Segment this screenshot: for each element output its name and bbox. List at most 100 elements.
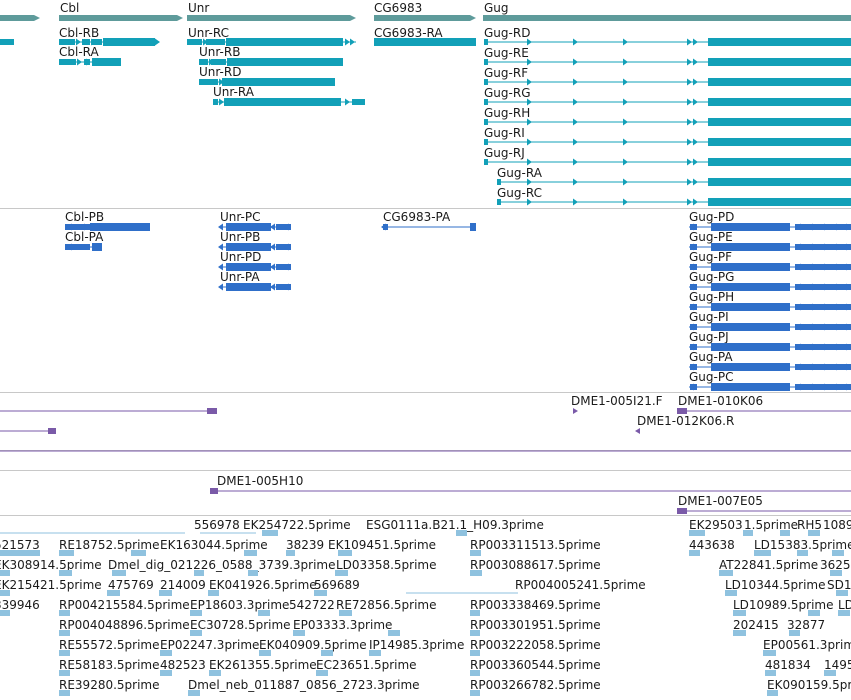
transcript-label[interactable]: Gug-RA	[497, 166, 542, 180]
est-label[interactable]: EK29503	[689, 518, 743, 532]
est-block[interactable]	[369, 650, 381, 656]
est-label[interactable]: LD10989.5prime	[733, 598, 834, 612]
strand-arrow[interactable]	[623, 198, 628, 206]
est-label[interactable]: 1.5prime	[382, 538, 437, 552]
exon-block[interactable]	[708, 78, 851, 86]
strand-arrow[interactable]	[800, 363, 805, 371]
strand-arrow[interactable]	[693, 243, 698, 251]
transcript-label[interactable]: Gug-RI	[484, 126, 525, 140]
transcript-label[interactable]: Gug-RD	[484, 26, 531, 40]
transcript-label[interactable]: Unr-PA	[220, 270, 260, 284]
est-block[interactable]	[59, 610, 70, 616]
strand-arrow[interactable]	[218, 283, 223, 291]
strand-arrow[interactable]	[693, 178, 698, 186]
exon-block[interactable]	[224, 98, 341, 106]
clone-end[interactable]	[48, 428, 56, 434]
transcript-label[interactable]: Gug-PA	[689, 350, 733, 364]
exon-block[interactable]	[795, 344, 851, 350]
strand-arrow[interactable]	[687, 138, 692, 146]
exon-block[interactable]	[187, 39, 202, 45]
exon-block[interactable]	[711, 323, 790, 331]
strand-arrow[interactable]	[824, 303, 829, 311]
strand-arrow[interactable]	[77, 58, 82, 66]
strand-arrow[interactable]	[219, 78, 224, 86]
est-block[interactable]	[0, 550, 40, 556]
strand-arrow[interactable]	[270, 263, 275, 271]
transcript-label[interactable]: Gug-PF	[689, 250, 732, 264]
strand-arrow[interactable]	[800, 243, 805, 251]
strand-arrow[interactable]	[573, 158, 578, 166]
strand-arrow[interactable]	[836, 263, 841, 271]
est-block[interactable]	[286, 550, 295, 556]
strand-arrow[interactable]	[812, 263, 817, 271]
est-block[interactable]	[470, 670, 480, 676]
exon-block[interactable]	[711, 263, 790, 271]
exon-block[interactable]	[497, 179, 501, 185]
strand-arrow[interactable]	[693, 38, 698, 46]
transcript-label[interactable]: Gug-PG	[689, 270, 735, 284]
strand-arrow[interactable]	[345, 38, 350, 46]
exon-block[interactable]	[226, 223, 271, 231]
est-label[interactable]: EK308914.5prime	[0, 558, 102, 572]
exon-block[interactable]	[0, 39, 14, 45]
est-block[interactable]	[248, 570, 258, 576]
exon-block[interactable]	[795, 384, 851, 390]
exon-block[interactable]	[484, 39, 488, 45]
strand-arrow[interactable]	[635, 428, 640, 434]
est-block[interactable]	[259, 650, 271, 656]
strand-arrow[interactable]	[824, 243, 829, 251]
est-label[interactable]: 475769	[108, 578, 154, 592]
exon-block[interactable]	[276, 244, 291, 250]
clone-end[interactable]	[210, 488, 218, 494]
est-block[interactable]	[188, 690, 200, 696]
exon-block[interactable]	[484, 159, 488, 165]
exon-block[interactable]	[227, 58, 343, 66]
clone-label[interactable]: DME1-010K06	[678, 394, 764, 408]
est-label[interactable]: 556978	[194, 518, 240, 532]
strand-arrow[interactable]	[527, 178, 532, 186]
est-block[interactable]	[789, 630, 800, 636]
exon-block[interactable]	[708, 98, 851, 106]
exon-block[interactable]	[65, 244, 90, 250]
strand-arrow[interactable]	[573, 138, 578, 146]
strand-arrow[interactable]	[693, 383, 698, 391]
strand-arrow[interactable]	[812, 363, 817, 371]
strand-arrow[interactable]	[824, 343, 829, 351]
strand-arrow[interactable]	[693, 263, 698, 271]
clone-end[interactable]	[677, 408, 687, 414]
est-label[interactable]: EK163044.5prime	[160, 538, 268, 552]
est-label[interactable]: SD1	[827, 578, 851, 592]
est-block[interactable]	[767, 690, 778, 696]
est-label[interactable]: RE55572.5prime	[59, 638, 160, 652]
est-label[interactable]: 1.5prime	[744, 518, 799, 532]
est-label[interactable]: RE72856.5prime	[336, 598, 437, 612]
est-block[interactable]	[314, 590, 327, 596]
strand-arrow[interactable]	[812, 383, 817, 391]
exon-block[interactable]	[711, 383, 790, 391]
exon-block[interactable]	[708, 58, 851, 66]
transcript-label[interactable]: Unr-RA	[213, 85, 254, 99]
strand-arrow[interactable]	[381, 223, 386, 231]
est-label[interactable]: EK041926.5prime	[209, 578, 317, 592]
strand-arrow[interactable]	[573, 38, 578, 46]
est-label[interactable]: EC23651.5prime	[316, 658, 417, 672]
est-label[interactable]: 521573	[0, 538, 40, 552]
est-block[interactable]	[59, 690, 70, 696]
est-block[interactable]	[754, 550, 771, 556]
est-label[interactable]: 1495	[824, 658, 851, 672]
est-block[interactable]	[262, 530, 278, 536]
strand-arrow[interactable]	[527, 38, 532, 46]
strand-arrow[interactable]	[824, 283, 829, 291]
exon-block[interactable]	[795, 304, 851, 310]
est-block[interactable]	[689, 530, 705, 536]
exon-block[interactable]	[90, 223, 150, 231]
strand-arrow[interactable]	[800, 223, 805, 231]
est-label[interactable]: 1089	[823, 518, 851, 532]
strand-arrow[interactable]	[270, 283, 275, 291]
strand-arrow[interactable]	[573, 98, 578, 106]
strand-arrow[interactable]	[836, 323, 841, 331]
strand-arrow[interactable]	[812, 283, 817, 291]
strand-arrow[interactable]	[270, 243, 275, 251]
gene-label-cbl[interactable]: Cbl	[60, 1, 80, 15]
exon-block[interactable]	[484, 59, 488, 65]
